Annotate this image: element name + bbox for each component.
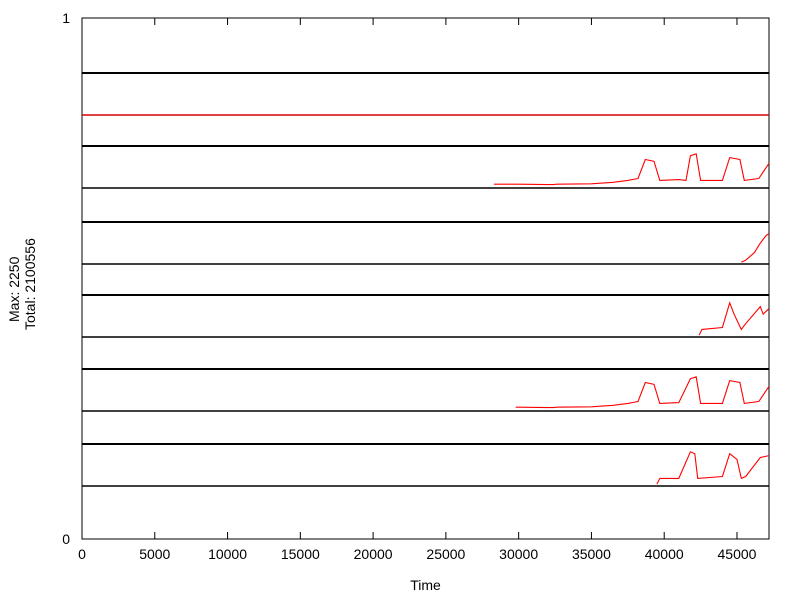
x-tick-label-5000: 5000 <box>139 546 170 562</box>
x-tick-label-20000: 20000 <box>354 546 393 562</box>
plot-frame <box>81 17 770 540</box>
y-axis-label-total: Total: 2100556 <box>22 238 38 330</box>
y-tick-label-1: 1 <box>62 10 70 26</box>
x-tick-label-25000: 25000 <box>426 546 465 562</box>
x-tick-label-40000: 40000 <box>645 546 684 562</box>
x-axis-label: Time <box>410 577 441 593</box>
band-2-series-line <box>741 233 770 263</box>
y-tick-label-0: 0 <box>62 531 70 547</box>
band-5-series-line <box>656 451 770 485</box>
x-tick-label-15000: 15000 <box>281 546 320 562</box>
x-tick-label-0: 0 <box>78 546 86 562</box>
x-tick-label-30000: 30000 <box>499 546 538 562</box>
x-tick-label-45000: 45000 <box>718 546 757 562</box>
band-4-series-line <box>515 376 770 409</box>
x-tick-label-35000: 35000 <box>572 546 611 562</box>
band-3-series-line <box>698 301 770 336</box>
band-1-series-line <box>493 153 770 186</box>
y-axis-label-max: Max: 2250 <box>6 256 22 322</box>
x-tick-label-10000: 10000 <box>208 546 247 562</box>
